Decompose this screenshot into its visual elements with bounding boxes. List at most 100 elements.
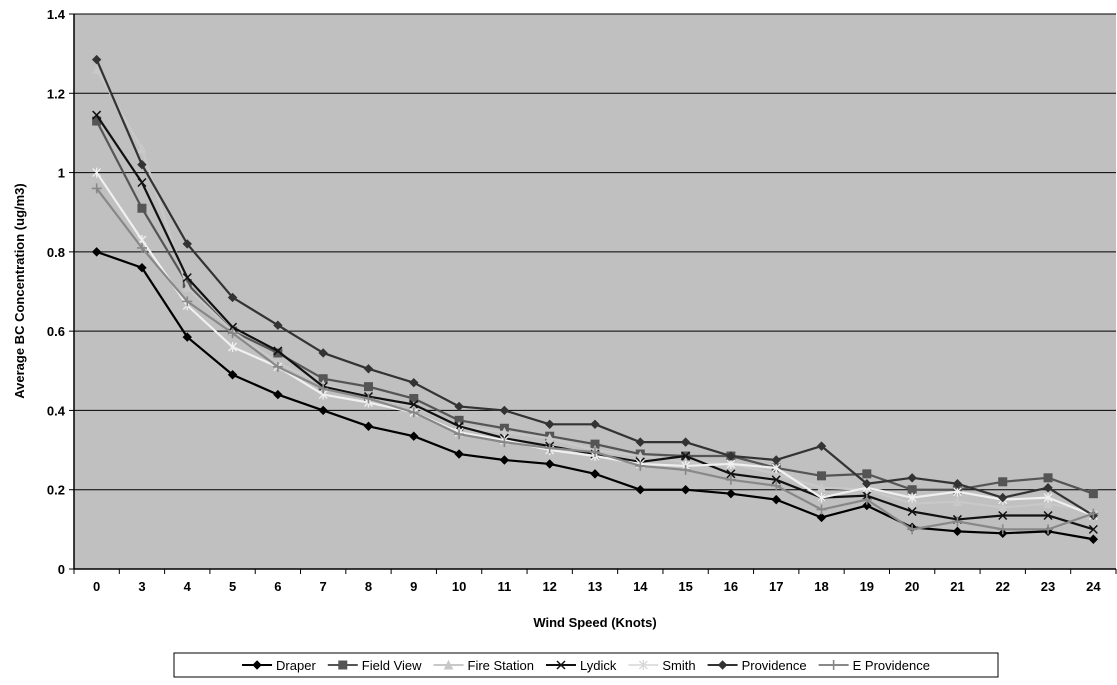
data-point [363,393,374,404]
legend-label: Providence [742,658,807,673]
data-point [227,292,238,303]
data-point [680,437,691,447]
data-point [590,469,600,479]
legend-label: E Providence [853,658,930,673]
legend-item: Fire Station [433,658,534,673]
data-point [92,167,102,178]
data-point [862,479,872,489]
x-tick-labels: 0 3 4 5 6 7 8 9 10 11 12 13 14 15 16 17 18 19 20 21 22 23 24 [73,569,1117,594]
data-point [997,524,1008,535]
data-point [952,516,963,527]
data-point [544,433,555,443]
data-point [91,183,102,194]
data-point [816,441,827,451]
legend-swatch-marker [638,660,648,670]
legend-label: Field View [362,658,422,673]
x-tick-label: 18 [814,579,828,594]
data-point [998,510,1008,521]
x-tick-label: 7 [320,579,327,594]
data-point [499,455,510,465]
gridlines [74,13,1116,491]
data-point [272,361,283,372]
data-point [454,401,464,412]
x-tick-label: 16 [724,579,738,594]
data-point [816,482,827,493]
x-tick-label: 8 [365,579,372,594]
data-point [454,449,464,459]
x-tick-label: 0 [93,579,100,594]
data-point [952,496,963,507]
y-tick-label: 0 [58,562,65,577]
data-point [182,273,192,283]
data-point [273,320,283,330]
x-tick-label: 14 [633,579,648,594]
data-point [228,322,238,332]
data-point [363,421,374,431]
x-tick-label: 21 [950,579,964,594]
legend-swatch-marker [828,660,839,670]
data-point [363,382,373,392]
data-point [92,110,102,120]
data-point [273,389,283,400]
data-point [227,370,238,380]
data-point [544,419,555,430]
y-tick-label: 0.8 [47,245,65,260]
x-tick-label: 24 [1086,579,1101,594]
data-point [680,464,691,475]
data-point [771,480,782,491]
data-point [998,492,1008,503]
y-tick-labels: 0 0.2 0.4 0.6 0.8 1 1.2 1.4 [47,7,74,577]
legend-item: Field View [327,658,422,673]
data-point [1088,524,1098,534]
legend-label: Fire Station [468,658,534,673]
data-point [454,429,465,440]
data-point [363,364,374,374]
data-point [499,405,510,416]
x-tick-label: 4 [184,579,192,594]
data-point [635,437,646,447]
x-tick-label: 17 [769,579,783,594]
x-axis-title: Wind Speed (Knots) [533,615,656,630]
data-point [907,524,918,535]
data-point [726,469,736,479]
data-point [137,203,147,213]
x-tick-label: 20 [905,579,919,594]
data-point [137,263,147,273]
legend-swatch-marker [443,659,454,670]
data-point [997,502,1008,513]
data-point [1043,524,1054,535]
y-axis-title: Average BC Concentration (ug/m3) [12,183,27,399]
legend-item: Lydick [545,658,617,673]
legend-swatch-marker [556,660,566,670]
data-point [409,377,419,388]
legend-item: Providence [707,658,807,673]
x-tick-label: 22 [996,579,1010,594]
data-point [590,447,600,458]
x-tick-label: 23 [1041,579,1055,594]
x-tick-label: 3 [138,579,145,594]
data-point [1043,498,1053,509]
data-point [1043,492,1053,503]
legend-label: Lydick [580,658,617,673]
data-point [91,64,102,74]
data-point [907,485,917,495]
y-tick-label: 0.4 [47,403,66,418]
y-tick-label: 1.2 [47,86,65,101]
data-point [817,492,826,503]
legend-label: Draper [276,658,316,673]
data-point [952,526,963,537]
data-point [273,346,283,356]
series-layer [91,54,1099,544]
data-point [817,471,827,481]
x-tick-label: 10 [452,579,466,594]
data-point [590,419,600,430]
data-point [499,437,510,448]
data-point [907,506,917,517]
x-tick-label: 15 [678,579,692,594]
data-point [726,488,736,499]
data-point [408,407,419,418]
legend-box [173,652,999,678]
y-tick-label: 0.6 [47,324,65,339]
x-tick-label: 19 [860,579,874,594]
legend: Draper Field View Fire Station Lydick Smith P… [173,652,999,678]
